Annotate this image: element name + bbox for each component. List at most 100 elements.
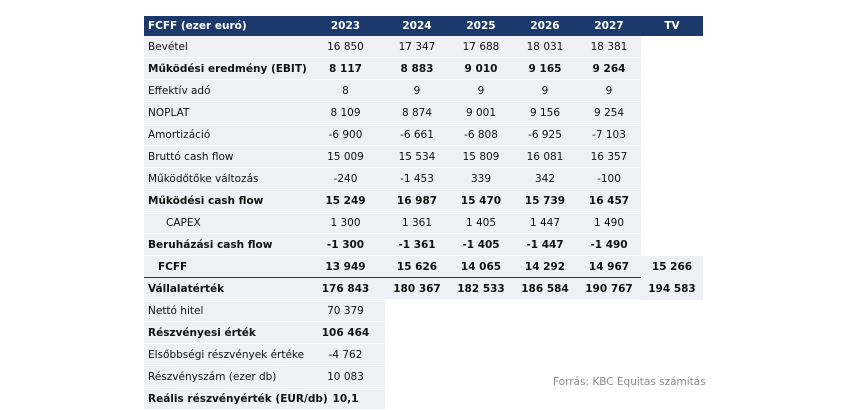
table-cell: -1 453 — [385, 167, 449, 190]
table-cell — [641, 300, 703, 322]
table-cell: 9 156 — [513, 101, 577, 124]
row-label: NOPLAT — [144, 101, 306, 124]
table-row: Vállalatérték 176 843 180 367 182 533 186 58… — [144, 277, 703, 300]
table-cell: 8 109 — [306, 101, 385, 124]
table-row: Beruházási cash flow -1 300 -1 361 -1 405 -1… — [144, 233, 703, 256]
year-header: 2026 — [513, 16, 577, 36]
table-cell: 17 688 — [449, 36, 513, 58]
table-cell: 9 — [449, 79, 513, 102]
table-cell — [513, 344, 577, 366]
table-cell — [385, 300, 449, 322]
table-cell — [513, 322, 577, 344]
table-cell: 8 — [306, 79, 385, 102]
table-cell: 15 626 — [385, 255, 449, 278]
table-cell: -1 405 — [449, 233, 513, 256]
year-header: 2024 — [385, 16, 449, 36]
table-cell — [577, 322, 641, 344]
table-cell — [513, 388, 577, 410]
table-cell: 186 584 — [513, 277, 577, 300]
table-cell: -1 490 — [577, 233, 641, 256]
row-label: Részvényesi érték — [144, 321, 306, 344]
table-body: Bevétel 16 850 17 347 17 688 18 031 18 381 Műk… — [144, 36, 703, 410]
row-label: Amortizáció — [144, 123, 306, 146]
table-row: Effektív adó 8 9 9 9 9 — [144, 79, 703, 102]
table-cell: 15 266 — [641, 255, 703, 278]
table-row: NOPLAT 8 109 8 874 9 001 9 156 9 254 — [144, 101, 703, 124]
table-row: Működési eredmény (EBIT) 8 117 8 883 9 010 9… — [144, 57, 703, 80]
table-cell — [641, 102, 703, 124]
row-label: Beruházási cash flow — [144, 233, 306, 256]
table-cell: 15 809 — [449, 145, 513, 168]
table-cell: 16 457 — [577, 189, 641, 212]
table-cell — [641, 234, 703, 256]
table-row: Elsőbbségi részvények értéke -4 762 — [144, 343, 703, 366]
table-cell — [385, 388, 449, 410]
table-title: FCFF (ezer euró) — [144, 16, 306, 36]
table-header-row: FCFF (ezer euró) 2023 2024 2025 2026 202… — [144, 16, 703, 36]
table-cell: 14 065 — [449, 255, 513, 278]
fcff-valuation-table: FCFF (ezer euró) 2023 2024 2025 2026 202… — [144, 16, 703, 410]
table-cell — [449, 322, 513, 344]
table-row: Amortizáció -6 900 -6 661 -6 808 -6 925 -7 10… — [144, 123, 703, 146]
table-cell: 9 — [385, 79, 449, 102]
table-row: Reális részvényérték (EUR/db) 10,1 — [144, 387, 703, 410]
table-cell: 180 367 — [385, 277, 449, 300]
table-cell: -6 661 — [385, 123, 449, 146]
table-cell: 1 490 — [577, 211, 641, 234]
table-cell: 15 009 — [306, 145, 385, 168]
table-cell: 13 949 — [306, 255, 385, 278]
table-cell: -1 361 — [385, 233, 449, 256]
table-cell: 1 300 — [306, 211, 385, 234]
table-cell: 15 534 — [385, 145, 449, 168]
table-cell: 182 533 — [449, 277, 513, 300]
table-cell: 18 031 — [513, 36, 577, 58]
table-cell: 16 850 — [306, 36, 385, 58]
table-row: Működőtőke változás -240 -1 453 339 342 -100 — [144, 167, 703, 190]
row-label: Működési eredmény (EBIT) — [144, 57, 307, 80]
table-cell: -1 447 — [513, 233, 577, 256]
table-cell — [385, 366, 449, 388]
table-cell: 10 083 — [306, 365, 385, 388]
table-cell: 1 361 — [385, 211, 449, 234]
table-cell: 8 883 — [385, 57, 449, 80]
table-cell: 14 292 — [513, 255, 577, 278]
table-cell: -6 925 — [513, 123, 577, 146]
table-cell — [449, 344, 513, 366]
table-cell — [641, 344, 703, 366]
table-cell — [641, 80, 703, 102]
table-cell: 106 464 — [306, 321, 385, 344]
source-note: Forrás: KBC Equitas számítás — [553, 376, 706, 388]
table-cell: 9 001 — [449, 101, 513, 124]
table-cell: 176 843 — [306, 277, 385, 300]
table-cell: 16 357 — [577, 145, 641, 168]
table-cell — [577, 344, 641, 366]
table-cell — [449, 388, 513, 410]
table-cell: 9 264 — [577, 57, 641, 80]
table-cell: 15 739 — [513, 189, 577, 212]
table-cell — [641, 58, 703, 80]
table-cell — [641, 388, 703, 410]
table-cell — [641, 146, 703, 168]
row-label: FCFF — [144, 255, 306, 278]
table-cell — [641, 124, 703, 146]
table-row: FCFF 13 949 15 626 14 065 14 292 14 967 15 266 — [144, 255, 703, 278]
year-header: 2025 — [449, 16, 513, 36]
table-cell — [577, 300, 641, 322]
table-cell: 15 249 — [306, 189, 385, 212]
table-cell — [641, 190, 703, 212]
row-label: Működőtőke változás — [144, 167, 306, 190]
table-cell: 339 — [449, 167, 513, 190]
table-row: Működési cash flow 15 249 16 987 15 470 15 7… — [144, 189, 703, 212]
table-row: Nettó hitel 70 379 — [144, 299, 703, 322]
year-header: 2023 — [306, 16, 385, 36]
row-label: Vállalatérték — [144, 277, 306, 300]
table-cell: -6 900 — [306, 123, 385, 146]
table-cell: 9 010 — [449, 57, 513, 80]
table-row: CAPEX 1 300 1 361 1 405 1 447 1 490 — [144, 211, 703, 234]
table-cell: 8 874 — [385, 101, 449, 124]
table-cell: 10,1 — [306, 387, 385, 410]
table-cell: 1 447 — [513, 211, 577, 234]
table-cell: 9 165 — [513, 57, 577, 80]
terminal-value-header: TV — [641, 16, 703, 36]
table-cell — [641, 212, 703, 234]
